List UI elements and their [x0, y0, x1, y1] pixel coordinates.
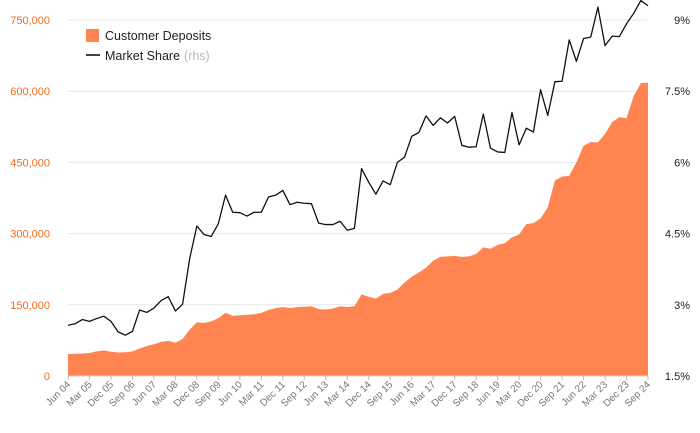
market-share-line: [67, 0, 649, 336]
legend-deposits-label: Customer Deposits: [105, 29, 211, 43]
y-left-tick-label: 150,000: [10, 300, 50, 312]
legend: Customer Deposits Market Share (rhs): [86, 29, 211, 63]
customer-deposits-area: [68, 82, 648, 376]
y-left-tick-label: 750,000: [10, 15, 50, 27]
y-right-tick-label: 4.5%: [665, 229, 690, 241]
legend-rhs-note: (rhs): [184, 49, 210, 63]
legend-deposits-swatch: [86, 29, 99, 42]
y-right-tick-label: 3%: [674, 300, 690, 312]
y-right-tick-label: 6%: [674, 157, 690, 169]
y-right-tick-label: 9%: [674, 15, 690, 27]
y-left-tick-label: 600,000: [10, 86, 50, 98]
market-share-line-layer: [67, 0, 649, 336]
y-right-tick-label: 7.5%: [665, 86, 690, 98]
y-right-tick-label: 1.5%: [665, 371, 690, 383]
y-left-tick-label: 300,000: [10, 229, 50, 241]
legend-market-share-label: Market Share: [105, 49, 180, 63]
deposits-area-layer: [68, 82, 648, 376]
legend-market-share-entry: Market Share (rhs): [105, 49, 210, 63]
y-left-tick-label: 0: [44, 371, 50, 383]
y-left-tick-label: 450,000: [10, 157, 50, 169]
